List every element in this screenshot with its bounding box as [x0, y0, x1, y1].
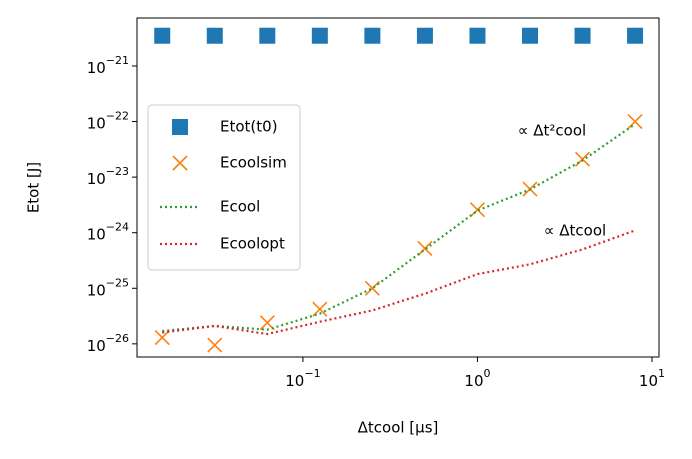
- marker: [311, 27, 328, 44]
- legend-label: Ecool: [220, 198, 260, 216]
- marker: [312, 301, 328, 317]
- tick-label: 10−1: [285, 367, 320, 390]
- marker: [469, 27, 486, 44]
- legend-label: Ecoolopt: [220, 235, 285, 253]
- marker: [364, 27, 381, 44]
- x-axis-label: Δtcool [μs]: [358, 419, 439, 437]
- tick-label: 10−22: [87, 110, 129, 133]
- marker: [154, 329, 170, 346]
- marker: [172, 155, 188, 171]
- annotation: ∝ Δtcool: [544, 222, 606, 240]
- marker: [154, 27, 171, 44]
- marker: [172, 119, 188, 135]
- marker: [627, 27, 644, 44]
- series-line: [162, 123, 636, 333]
- marker: [259, 27, 276, 44]
- marker: [574, 27, 591, 44]
- tick-label: 10−24: [87, 221, 129, 244]
- marker: [417, 240, 433, 257]
- tick-label: 100: [464, 367, 490, 390]
- legend-box: [147, 104, 301, 271]
- tick-label: 10−26: [87, 332, 129, 355]
- marker: [521, 27, 538, 44]
- series-line: [162, 229, 636, 336]
- plot-frame: [136, 17, 660, 358]
- marker: [207, 337, 223, 353]
- annotation: ∝ Δt²cool: [518, 122, 586, 140]
- legend-label: Ecoolsim: [220, 154, 287, 172]
- marker: [206, 27, 223, 44]
- y-axis-label: Etot [J]: [25, 162, 43, 213]
- tick-label: 101: [639, 367, 665, 390]
- tick-label: 10−23: [87, 165, 129, 188]
- tick-label: 10−25: [87, 276, 129, 299]
- marker: [416, 27, 433, 44]
- tick-label: 10−21: [87, 54, 129, 77]
- legend-label: Etot(t0): [220, 118, 278, 136]
- marker: [627, 113, 643, 130]
- marker: [469, 202, 486, 218]
